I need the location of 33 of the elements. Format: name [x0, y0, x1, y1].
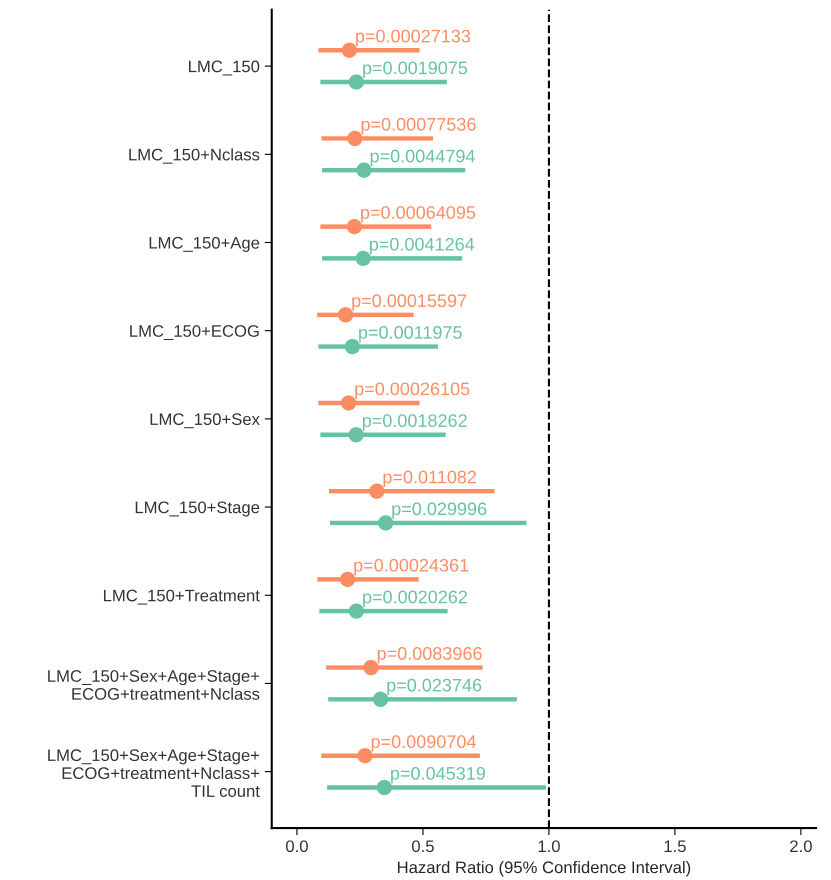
- annotation: p=0.0019075: [363, 61, 468, 78]
- x-tick-label: 0.5: [412, 840, 434, 852]
- annotation: p=0.00015597: [352, 294, 466, 311]
- annotation: p=0.00024361: [354, 558, 468, 576]
- annotation: p=0.0044794: [370, 150, 475, 166]
- x-tick-label: 1.5: [664, 840, 686, 852]
- y-tick-label: LMC_150+Nclass: [129, 148, 260, 164]
- x-tick-label: 0.0: [286, 840, 308, 852]
- annotation: p=0.045319: [391, 766, 485, 784]
- annotation: p=0.0083966: [378, 647, 482, 664]
- annotation: p=0.0090704: [372, 735, 476, 752]
- x-tick-label: 2.0: [790, 840, 812, 852]
- annotation: p=0.029996: [392, 502, 486, 519]
- y-tick-label: LMC_150: [189, 60, 260, 76]
- annotation: p=0.00077536: [362, 118, 476, 134]
- annotation: p=0.00064095: [361, 206, 476, 222]
- annotation: p=0.011082: [384, 470, 476, 488]
- y-tick-label: LMC_150+Sex+Age+Stage+ ECOG+treatment+Nclass: [48, 670, 260, 700]
- x-axis-title: Hazard Ratio (95% Confidence Interval): [398, 860, 690, 877]
- y-tick-label: LMC_150+Sex: [150, 413, 260, 428]
- y-tick-label: LMC_150+ECOG: [130, 325, 259, 340]
- x-tick-label: 1.0: [538, 840, 560, 852]
- y-tick-label: LMC_150+Sex+Age+Stage+ ECOG+treatment+Nclass+ TIL count: [48, 749, 260, 797]
- y-tick-label: LMC_150+Stage: [136, 501, 260, 517]
- annotation: p=0.023746: [387, 678, 482, 696]
- y-tick-label: LMC_150+Treatment: [104, 590, 260, 605]
- annotation: p=0.00027133: [356, 30, 470, 46]
- annotation: p=0.0041264: [370, 238, 474, 254]
- annotation: p=0.0020262: [363, 590, 467, 607]
- annotation: p=0.0018262: [362, 414, 467, 431]
- annotation: p=0.00026105: [355, 382, 470, 399]
- y-tick-label: LMC_150+Age: [150, 236, 260, 252]
- annotation: p=0.0011975: [359, 326, 462, 342]
